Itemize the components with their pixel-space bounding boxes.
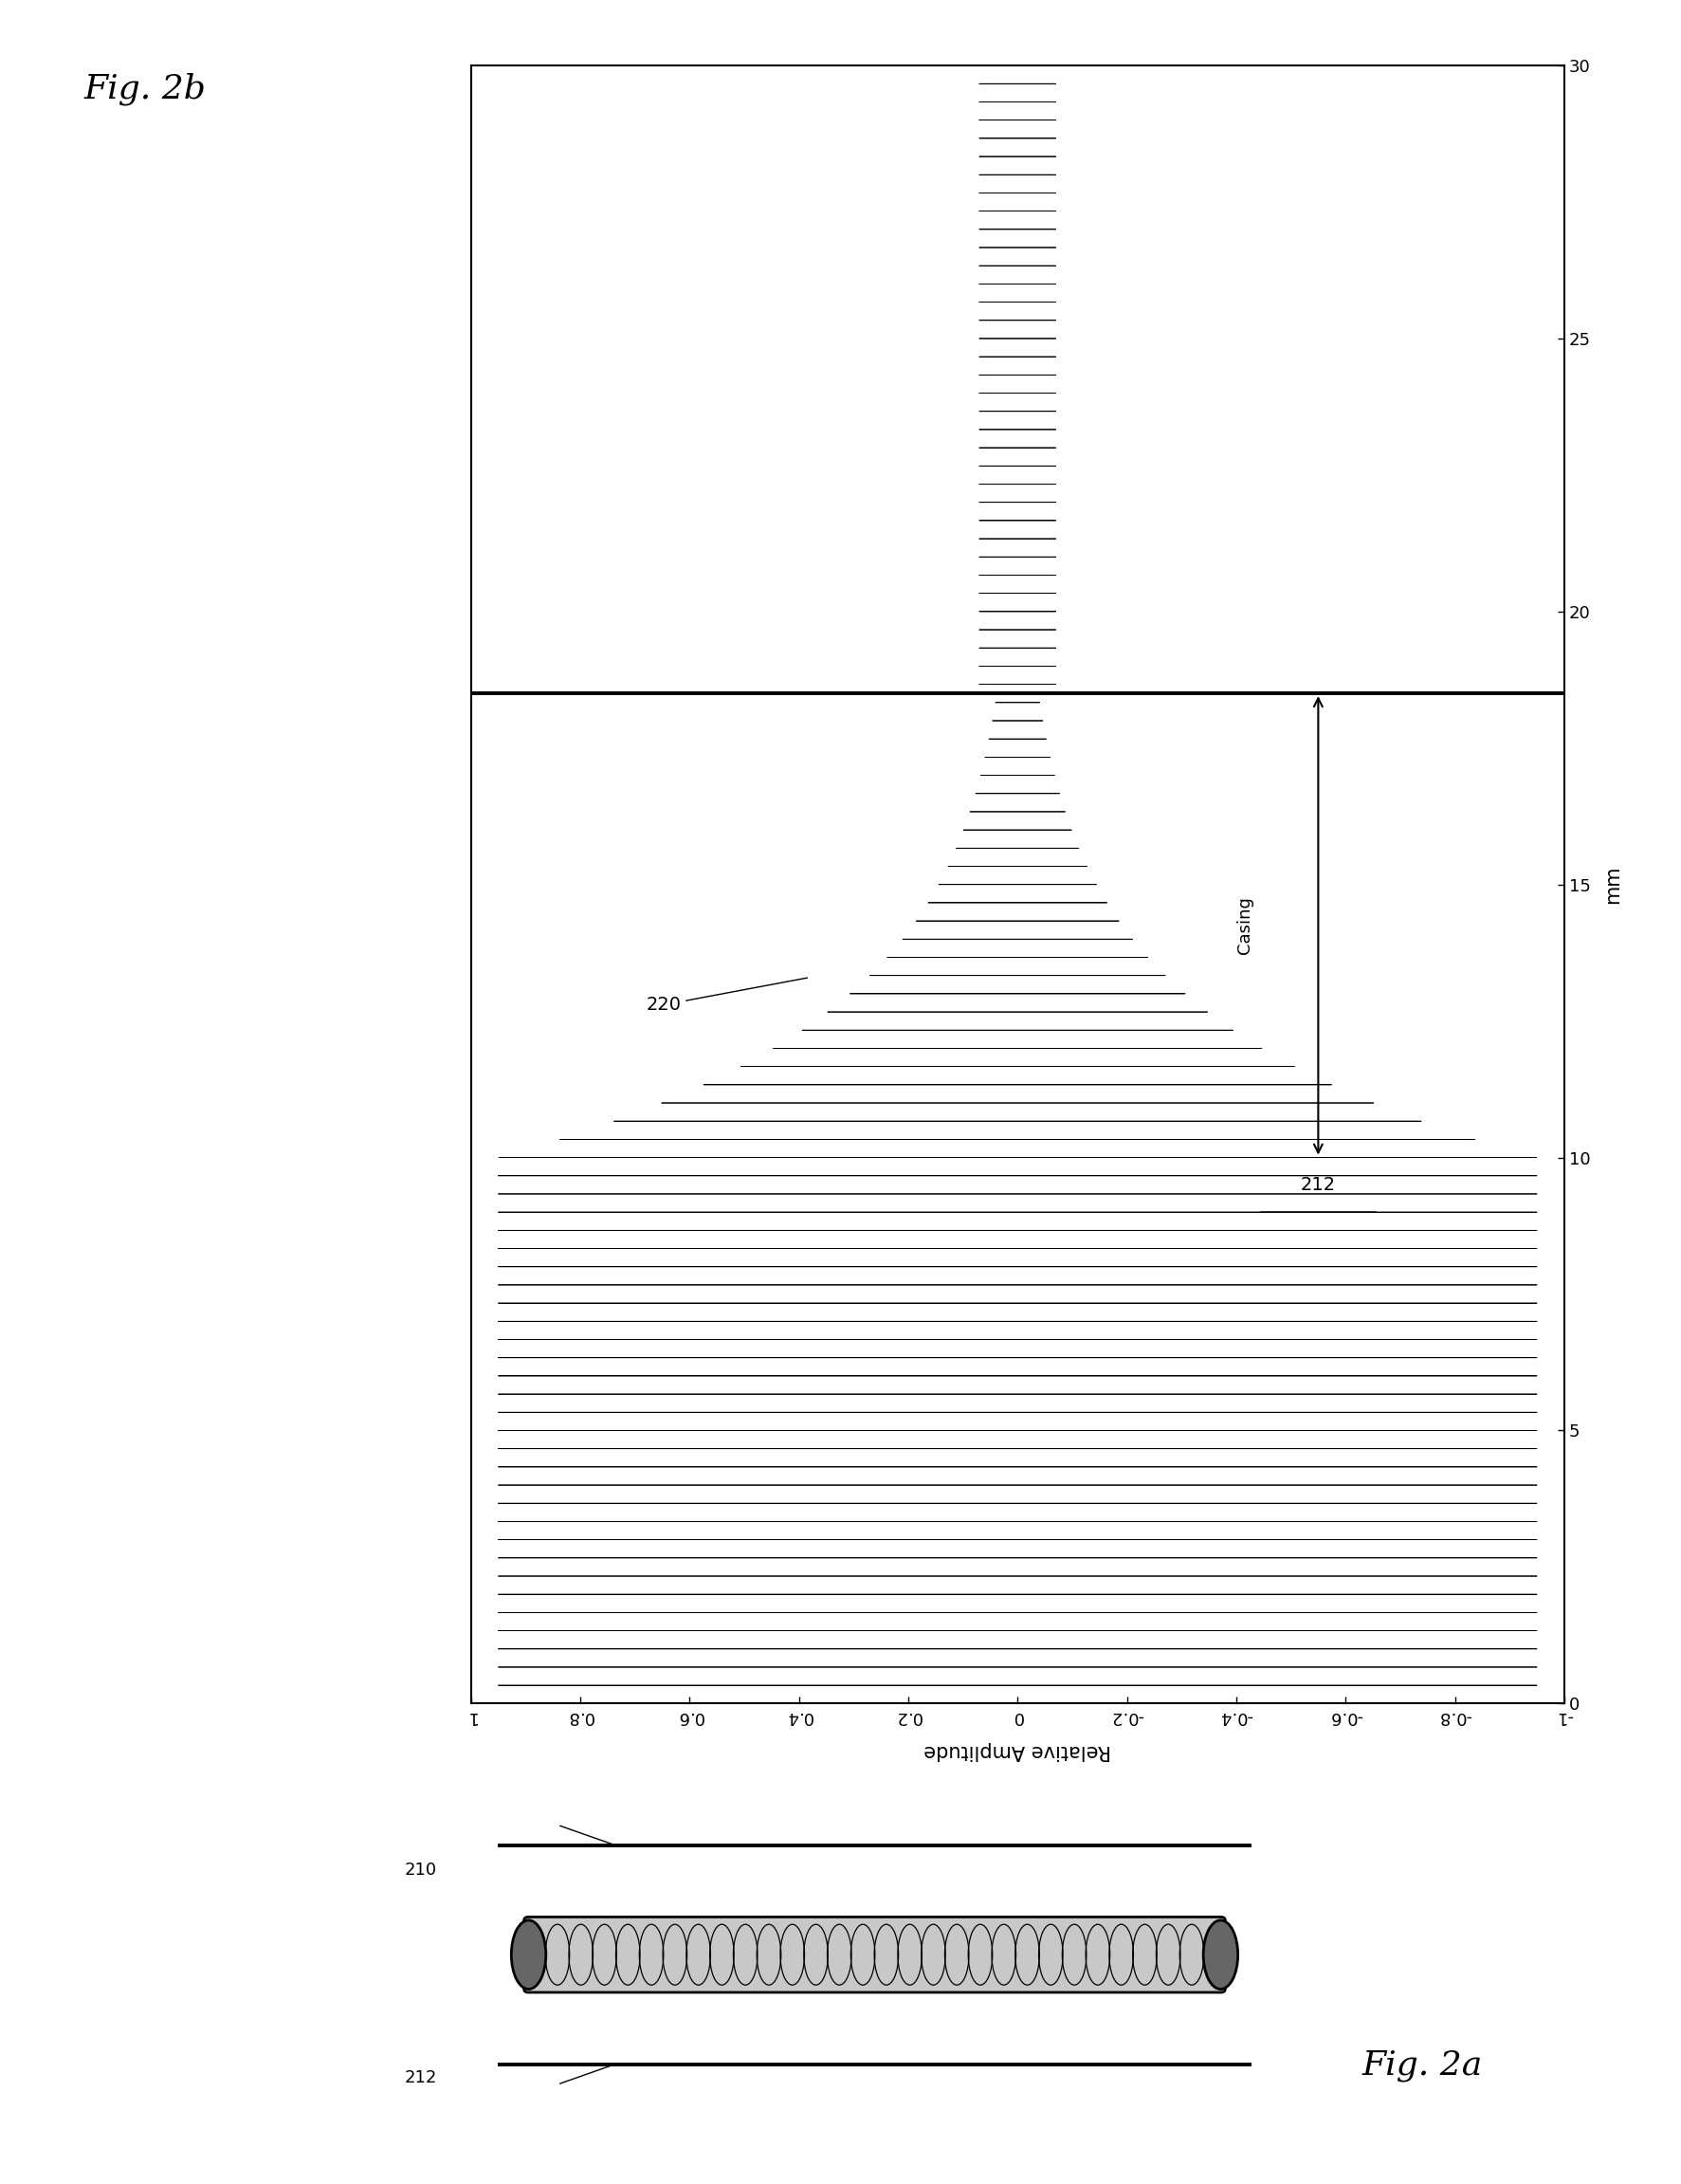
Y-axis label: mm: mm bbox=[1604, 865, 1622, 904]
Text: Fig. 2a: Fig. 2a bbox=[1362, 2049, 1483, 2081]
Text: 220: 220 bbox=[646, 978, 807, 1013]
Text: 210: 210 bbox=[405, 1863, 437, 1878]
Text: Fig. 2b: Fig. 2b bbox=[84, 72, 207, 105]
Text: Casing: Casing bbox=[1236, 898, 1252, 954]
Ellipse shape bbox=[511, 1920, 546, 1990]
Text: 212: 212 bbox=[1299, 1175, 1335, 1195]
FancyBboxPatch shape bbox=[524, 1918, 1224, 1992]
X-axis label: Relative Amplitude: Relative Amplitude bbox=[923, 1741, 1111, 1760]
Ellipse shape bbox=[1202, 1920, 1237, 1990]
Text: 212: 212 bbox=[405, 2068, 437, 2086]
